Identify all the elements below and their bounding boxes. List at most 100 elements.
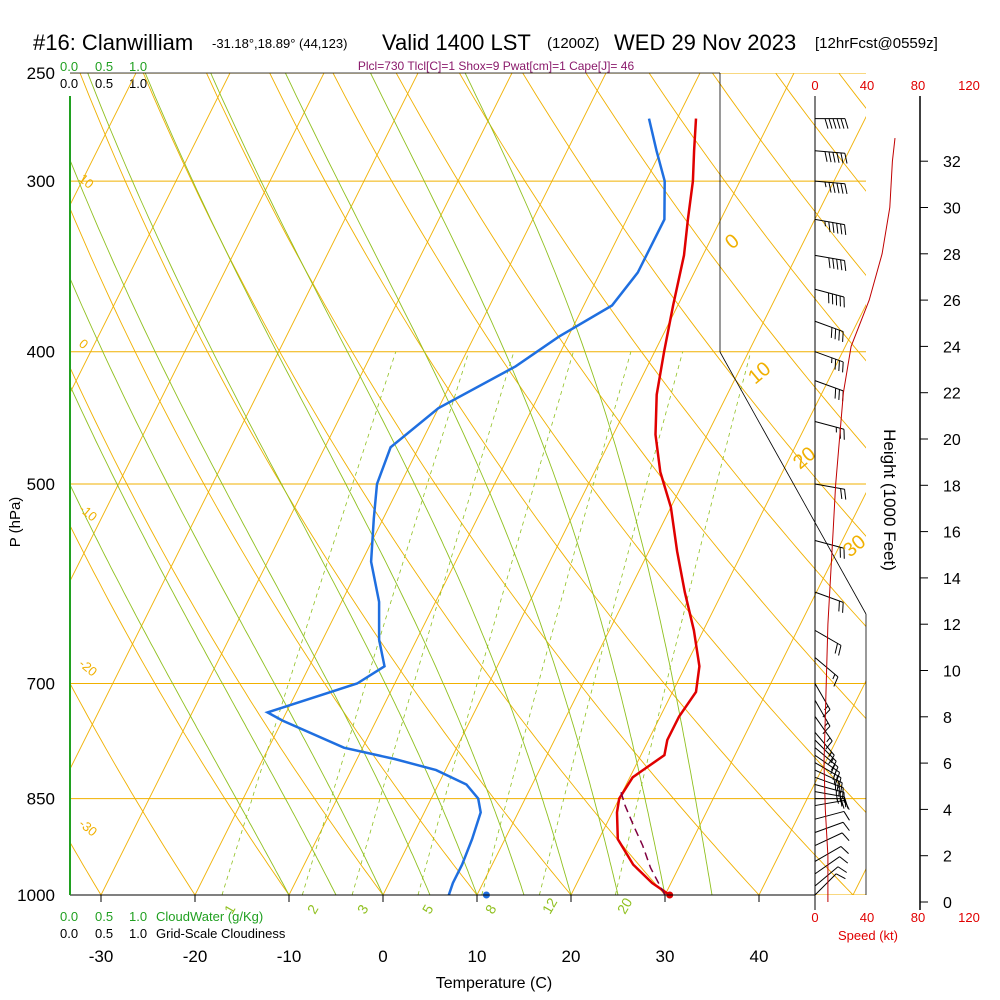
wind-barb [814, 218, 847, 236]
cloud-top-black-0: 0.0 [60, 76, 78, 91]
dry-adiabat-label: -30 [76, 816, 100, 840]
wind-barb [814, 288, 845, 308]
pressure-axis-label: P (hPa) [7, 497, 24, 548]
mixing-ratio-label: 12 [539, 895, 561, 917]
height-tick-label: 24 [943, 339, 961, 356]
wind-barb [814, 769, 843, 794]
pressure-axis: 250 300 400 500 700 850 1000 [17, 64, 71, 905]
dewpoint-line [264, 118, 666, 895]
wind-barb [814, 784, 845, 803]
speed-top-tick-0: 0 [811, 78, 818, 93]
background-lines: 100-10-20-30 [70, 73, 866, 895]
cloud-bottom-green-2: 1.0 [129, 909, 147, 924]
wind-barb [814, 821, 850, 833]
utc-time: (1200Z) [547, 35, 600, 52]
temperature-tick-label: 40 [750, 947, 769, 966]
cloud-top-green-2: 1.0 [129, 59, 147, 74]
wind-barb [814, 810, 850, 821]
speed-bottom-tick-0: 0 [811, 910, 818, 925]
temperature-tick-label: 0 [378, 947, 387, 966]
temperature-tick-label: -20 [183, 947, 208, 966]
isotherm-label: 0 [721, 230, 744, 254]
valid-time: Valid 1400 LST [382, 30, 531, 55]
station-title: #16: Clanwilliam [33, 30, 193, 55]
wind-barb [814, 540, 845, 559]
dry-adiabat-label: -20 [76, 656, 100, 680]
pressure-tick-label: 500 [27, 475, 55, 494]
isotherm-label: 20 [789, 443, 820, 474]
wind-barb [814, 873, 846, 896]
mixing-ratio-label: 3 [354, 902, 372, 917]
wind-barb [814, 716, 833, 750]
speed-profile-line [823, 138, 896, 902]
height-tick-label: 8 [943, 710, 952, 727]
cloud-bottom-black-2: 1.0 [129, 926, 147, 941]
cloudiness-label: Grid-Scale Cloudiness [156, 926, 286, 941]
speed-panel: 0 40 80 120 0 40 80 120 Speed (kt) [70, 78, 980, 943]
cloud-top-black-2: 1.0 [129, 76, 147, 91]
wind-barb [814, 421, 845, 440]
speed-axis-label: Speed (kt) [838, 928, 898, 943]
height-tick-label: 4 [943, 802, 952, 819]
speed-bottom-tick-3: 120 [958, 910, 980, 925]
pressure-tick-label: 250 [27, 64, 55, 83]
temperature-tick-label: 20 [562, 947, 581, 966]
height-tick-label: 14 [943, 571, 961, 588]
wind-barb [814, 320, 844, 342]
height-tick-label: 30 [943, 201, 961, 218]
mixing-ratio-label: 8 [482, 902, 500, 917]
wind-barb [814, 150, 848, 164]
boundary-lines [70, 72, 867, 895]
station-coords: -31.18°,18.89° (44,123) [212, 36, 347, 51]
cloud-bottom-green-0: 0.0 [60, 909, 78, 924]
height-tick-label: 18 [943, 478, 961, 495]
stats-line: Plcl=730 Tlcl[C]=1 Shox=9 Pwat[cm]=1 Cap… [358, 59, 635, 73]
cloud-scale-bottom: 0.0 0.5 1.0 CloudWater (g/Kg) 0.0 0.5 1.… [60, 909, 286, 941]
speed-top-tick-1: 40 [860, 78, 874, 93]
pressure-tick-label: 400 [27, 343, 55, 362]
temperature-line [615, 118, 701, 895]
height-tick-label: 20 [943, 432, 961, 449]
valid-date: WED 29 Nov 2023 [614, 30, 796, 55]
wind-barb [814, 351, 844, 373]
wind-barb [814, 856, 849, 875]
wind-barb [814, 747, 839, 777]
wind-barb [814, 254, 847, 271]
height-tick-label: 32 [943, 154, 961, 171]
parcel-line [619, 787, 666, 895]
temperature-tick-label: 10 [468, 947, 487, 966]
pressure-tick-label: 850 [27, 790, 55, 809]
speed-top-tick-3: 120 [958, 78, 980, 93]
pressure-tick-label: 300 [27, 172, 55, 191]
speed-bottom-tick-2: 80 [911, 910, 925, 925]
wind-barb [814, 180, 848, 195]
height-tick-label: 6 [943, 756, 952, 773]
dry-adiabat-label: 10 [76, 171, 97, 192]
profiles [264, 118, 701, 895]
mixing-ratio-label: 20 [614, 895, 636, 917]
height-tick-label: 12 [943, 617, 961, 634]
height-tick-label: 16 [943, 525, 961, 542]
isotherm-label: 10 [744, 358, 775, 389]
height-tick-label: 28 [943, 247, 961, 264]
height-tick-label: 26 [943, 293, 961, 310]
wind-barb [814, 866, 847, 887]
dry-adiabat-label: 0 [76, 336, 91, 352]
mixing-ratio-label: 2 [304, 902, 322, 917]
cloud-bottom-black-1: 0.5 [95, 926, 113, 941]
wind-barb [814, 483, 847, 500]
cloudwater-label: CloudWater (g/Kg) [156, 909, 263, 924]
height-axis-label: Height (1000 Feet) [880, 429, 899, 571]
wind-barbs [814, 118, 850, 896]
cloud-scale-top: 0.0 0.5 1.0 0.0 0.5 1.0 [60, 59, 147, 91]
temperature-tick-label: -10 [277, 947, 302, 966]
temperature-tick-label: -30 [89, 947, 114, 966]
temperature-axis: -30 -20 -10 0 10 20 30 40 [89, 895, 769, 966]
height-tick-label: 2 [943, 849, 952, 866]
height-tick-label: 22 [943, 386, 961, 403]
mixing-ratio-label: 5 [419, 902, 437, 917]
cloud-top-black-1: 0.5 [95, 76, 113, 91]
temperature-tick-label: 30 [656, 947, 675, 966]
